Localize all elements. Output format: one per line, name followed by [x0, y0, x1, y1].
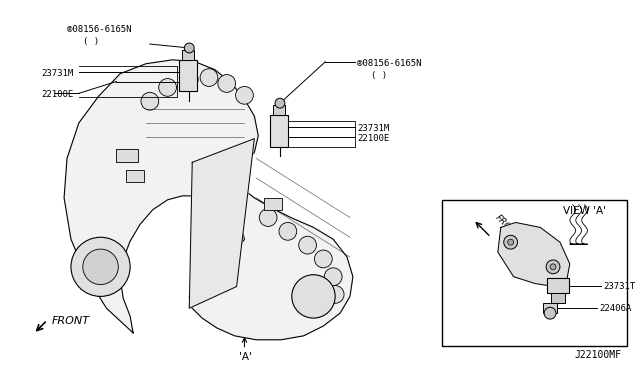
Circle shape: [218, 75, 236, 92]
Text: ®08156-6165N: ®08156-6165N: [357, 59, 421, 68]
Bar: [182, 50, 194, 60]
Text: 22406A: 22406A: [600, 304, 632, 313]
Text: J22100MF: J22100MF: [574, 350, 621, 359]
Circle shape: [279, 222, 297, 240]
Circle shape: [324, 268, 342, 286]
Bar: [273, 105, 285, 115]
Text: 23731M: 23731M: [42, 68, 74, 78]
Text: VIEW 'A': VIEW 'A': [563, 206, 606, 216]
Circle shape: [299, 236, 316, 254]
Circle shape: [71, 237, 130, 296]
Text: 22100E: 22100E: [357, 134, 389, 142]
Bar: [270, 115, 288, 147]
Polygon shape: [498, 222, 570, 286]
Text: 23731M: 23731M: [357, 124, 389, 133]
Text: 'A': 'A': [239, 352, 252, 362]
Bar: [179, 60, 197, 92]
Text: 23731T: 23731T: [604, 282, 636, 291]
Circle shape: [141, 92, 159, 110]
Bar: [126, 170, 144, 182]
Circle shape: [184, 43, 194, 53]
Circle shape: [275, 98, 285, 108]
Bar: [551, 294, 565, 303]
Circle shape: [544, 307, 556, 319]
Text: ( ): ( ): [371, 71, 387, 80]
Circle shape: [259, 209, 277, 227]
Circle shape: [83, 249, 118, 285]
Text: ( ): ( ): [83, 37, 99, 46]
Circle shape: [314, 250, 332, 268]
Text: FRONT: FRONT: [493, 213, 521, 241]
Bar: [264, 198, 282, 210]
Circle shape: [508, 239, 514, 245]
Bar: [116, 148, 138, 162]
Text: FRONT: FRONT: [51, 316, 89, 326]
Bar: [543, 303, 557, 313]
Circle shape: [159, 78, 177, 96]
Text: ®08156-6165N: ®08156-6165N: [67, 25, 132, 34]
Bar: [547, 278, 569, 294]
Circle shape: [546, 260, 560, 274]
Text: 22100E: 22100E: [42, 90, 74, 99]
Circle shape: [504, 235, 518, 249]
Circle shape: [200, 69, 218, 86]
Circle shape: [180, 71, 198, 89]
Circle shape: [550, 264, 556, 270]
Circle shape: [292, 275, 335, 318]
Bar: [442, 200, 627, 346]
Polygon shape: [189, 139, 254, 308]
Circle shape: [326, 286, 344, 303]
Circle shape: [236, 86, 253, 104]
Polygon shape: [64, 60, 353, 340]
